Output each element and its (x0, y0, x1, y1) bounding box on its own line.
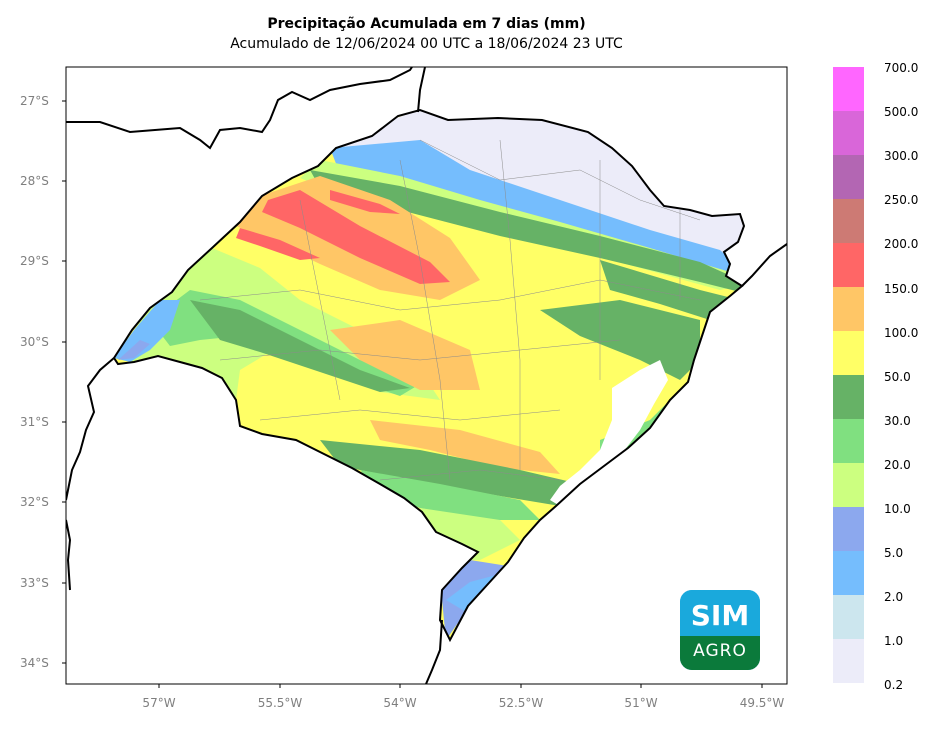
lon-label: 51°W (624, 696, 658, 710)
lat-label: 32°S (20, 495, 49, 509)
map-title: Precipitação Acumulada em 7 dias (mm) (267, 16, 586, 32)
colorbar (833, 67, 864, 683)
lat-label: 31°S (20, 415, 49, 429)
colorbar-label: 20.0 (884, 457, 911, 472)
colorbar-label: 100.0 (884, 325, 919, 340)
lat-label: 27°S (20, 94, 49, 108)
colorbar-label: 10.0 (884, 502, 911, 516)
colorbar-label: 5.0 (884, 546, 904, 561)
colorbar-swatch (833, 243, 864, 287)
logo-agro-text: AGRO (680, 636, 760, 670)
map-subtitle: Acumulado de 12/06/2024 00 UTC a 18/06/2… (230, 36, 623, 52)
lon-label: 52.5°W (498, 696, 544, 710)
colorbar-label: 1.0 (884, 634, 904, 649)
colorbar-swatch (833, 375, 864, 419)
lat-label: 29°S (20, 254, 49, 268)
colorbar-label: 250.0 (884, 193, 919, 208)
lat-label: 33°S (20, 576, 49, 590)
colorbar-swatch (833, 463, 864, 507)
colorbar-label: 50.0 (884, 369, 911, 384)
colorbar-swatch (833, 419, 864, 463)
colorbar-swatch (833, 111, 864, 155)
lat-label: 34°S (20, 656, 49, 670)
colorbar-label: 300.0 (884, 149, 919, 164)
colorbar-label: 0.2 (884, 678, 904, 693)
lon-label: 49.5°W (739, 696, 785, 710)
colorbar-label: 2.0 (884, 590, 904, 605)
colorbar-swatch (833, 199, 864, 243)
logo-sim-text: SIM (680, 590, 760, 638)
colorbar-label: 30.0 (884, 413, 911, 428)
colorbar-swatch (833, 507, 864, 551)
lat-label: 28°S (20, 174, 49, 188)
colorbar-label: 200.0 (884, 237, 919, 252)
colorbar-label: 700.0 (884, 61, 919, 75)
lon-label: 54°W (383, 696, 417, 710)
colorbar-swatch (833, 155, 864, 199)
colorbar-swatch (833, 331, 864, 375)
colorbar-swatch (833, 67, 864, 111)
colorbar-swatch (833, 595, 864, 639)
colorbar-label: 500.0 (884, 105, 919, 120)
simagro-logo: SIM AGRO (680, 590, 760, 670)
lon-label: 57°W (142, 696, 176, 710)
lat-label: 30°S (20, 335, 49, 349)
colorbar-swatch (833, 551, 864, 595)
lon-label: 55.5°W (257, 696, 303, 710)
colorbar-label: 150.0 (884, 281, 919, 296)
colorbar-swatch (833, 639, 864, 683)
colorbar-swatch (833, 287, 864, 331)
